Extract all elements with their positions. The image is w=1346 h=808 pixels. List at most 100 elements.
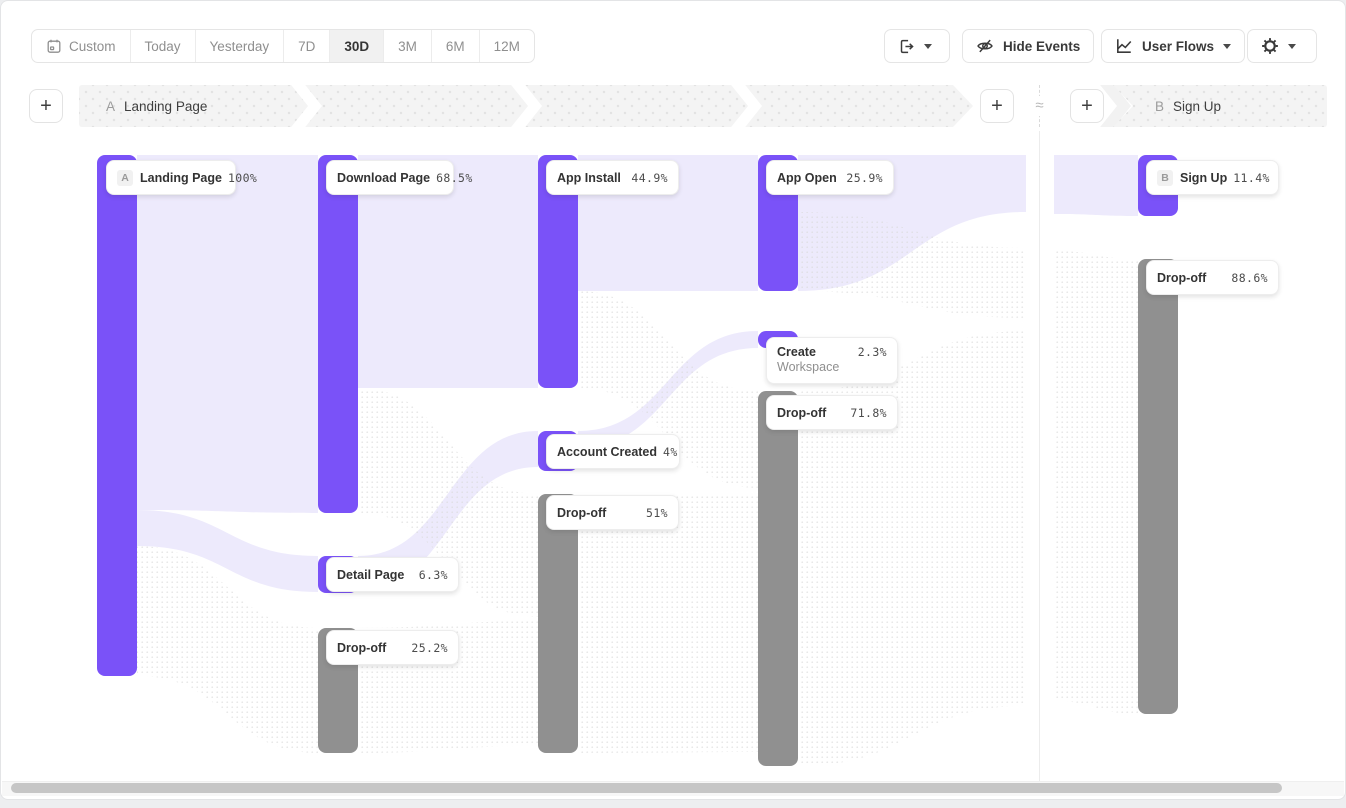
event-name: Drop-off — [777, 405, 827, 420]
view-selector-button[interactable]: User Flows — [1101, 29, 1246, 63]
flow-label-detail-page[interactable]: Detail Page 6.3% — [326, 557, 459, 592]
date-range-custom[interactable]: Custom — [32, 30, 130, 62]
event-value: 6.3% — [418, 567, 448, 582]
approx-symbol: ≈ — [1029, 96, 1050, 116]
date-range-label: 7D — [298, 38, 316, 54]
flow-label-dropoff-step4[interactable]: Drop-off 71.8% — [766, 395, 898, 430]
sankey-flow-section-edge-to-dropoff-signup — [1054, 251, 1138, 714]
date-range-label: Yesterday — [209, 38, 270, 54]
sankey-node-dropoff-signup[interactable] — [1138, 259, 1178, 714]
view-selector-label: User Flows — [1142, 38, 1215, 54]
event-value: 100% — [227, 170, 258, 185]
flow-label-download-page[interactable]: Download Page 68.5% — [326, 160, 472, 195]
sankey-flow-dropoff-step4-to-section-edge — [798, 331, 1026, 766]
event-name: B Sign Up — [1157, 169, 1227, 186]
flow-label-dropoff-signup[interactable]: Drop-off 88.6% — [1146, 260, 1279, 295]
section-a-badge: A — [106, 98, 116, 114]
flow-label-dropoff-step3[interactable]: Drop-off 51% — [546, 495, 679, 530]
section-b-band[interactable]: B Sign Up — [1113, 85, 1327, 127]
sankey-flow-app-install-to-dropoff-step4 — [578, 291, 758, 488]
flow-label-app-install[interactable]: App Install 44.9% — [546, 160, 679, 195]
event-value: 71.8% — [850, 405, 887, 420]
sankey-node-app-install[interactable] — [538, 155, 578, 388]
event-name: App Install — [557, 170, 621, 185]
sankey-flow-download-page-to-app-install — [358, 155, 538, 388]
event-value: 4% — [663, 444, 678, 459]
date-range-label: 30D — [344, 38, 370, 54]
event-name: Account Created — [557, 444, 658, 459]
chevron-down-icon — [1288, 43, 1296, 53]
event-name: Drop-off — [337, 640, 387, 655]
flow-label-landing-page[interactable]: A Landing Page 100% — [106, 160, 257, 195]
export-icon — [898, 38, 915, 55]
date-range-12m[interactable]: 12M — [478, 30, 534, 62]
date-range-label: 6M — [445, 38, 465, 54]
eye-off-icon — [976, 37, 994, 55]
section-b-badge: B — [1155, 98, 1165, 114]
date-range-today[interactable]: Today — [129, 30, 195, 62]
event-value: 44.9% — [631, 170, 668, 185]
toolbar: Custom Today Yesterday 7D 30D 3M 6M 12M Hide Ev… — [1, 1, 1345, 71]
date-range-6m[interactable]: 6M — [430, 30, 479, 62]
section-a-label: Landing Page — [124, 98, 208, 114]
date-range-3m[interactable]: 3M — [383, 30, 431, 62]
flow-label-create-workspace[interactable]: Create 2.3% Workspace — [766, 337, 898, 384]
date-range-label: Today — [144, 38, 181, 54]
event-value: 11.4% — [1233, 170, 1270, 185]
event-value: 2.3% — [857, 345, 887, 359]
sankey-flow-landing-page-to-detail-page — [137, 510, 318, 592]
date-range-label: Custom — [69, 38, 116, 54]
sankey-flow-landing-page-to-dropoff-step2 — [137, 546, 318, 753]
flow-label-account-created[interactable]: Account Created 4% — [546, 434, 680, 469]
event-value: 88.6% — [1231, 270, 1268, 285]
sankey-node-download-page[interactable] — [318, 155, 358, 513]
date-range-30d[interactable]: 30D — [329, 30, 384, 62]
flow-label-app-open[interactable]: App Open 25.9% — [766, 160, 894, 195]
event-value: 68.5% — [436, 170, 473, 185]
calendar-icon — [46, 38, 62, 54]
sankey-node-landing-page[interactable] — [97, 155, 137, 676]
hide-events-label: Hide Events — [1003, 38, 1081, 54]
settings-button[interactable] — [1247, 29, 1317, 63]
chevron-down-icon — [1223, 43, 1232, 53]
event-name: Drop-off — [557, 505, 607, 520]
event-name: Drop-off — [1157, 270, 1207, 285]
sankey-node-dropoff-step3[interactable] — [538, 494, 578, 753]
sankey-flow-dropoff-step3-to-dropoff-step4 — [578, 493, 758, 753]
sankey-flow-landing-page-to-download-page — [137, 155, 318, 513]
event-name: Download Page — [337, 170, 431, 185]
flows-chart-icon — [1115, 37, 1133, 55]
date-range-label: 12M — [493, 38, 520, 54]
chevron-down-icon — [924, 43, 932, 53]
sankey-node-dropoff-step4[interactable] — [758, 391, 798, 766]
add-step-button-mid[interactable]: + — [980, 89, 1014, 123]
date-range-label: 3M — [398, 38, 417, 54]
event-name-line2: Workspace — [777, 360, 840, 374]
horizontal-scrollbar-thumb[interactable] — [11, 783, 1282, 793]
date-range-yesterday[interactable]: Yesterday — [194, 30, 284, 62]
event-value: 51% — [646, 505, 668, 520]
event-value: 25.9% — [846, 170, 883, 185]
hide-events-button[interactable]: Hide Events — [962, 29, 1095, 63]
event-value: 25.2% — [411, 640, 448, 655]
event-name: A Landing Page — [117, 169, 222, 186]
event-name: Create — [777, 345, 816, 359]
event-badge: A — [117, 169, 133, 186]
sankey-flow-app-open-to-section-edge-dropoff — [798, 212, 1026, 318]
flow-label-dropoff-step2[interactable]: Drop-off 25.2% — [326, 630, 459, 665]
gear-icon — [1261, 37, 1279, 55]
horizontal-scrollbar-track[interactable] — [2, 781, 1344, 796]
sankey-flow-download-page-to-dropoff-step3 — [358, 388, 538, 617]
sankey-chart — [97, 131, 1178, 783]
add-step-button-left[interactable]: + — [29, 89, 63, 123]
date-range-7d[interactable]: 7D — [283, 30, 329, 62]
add-step-button-b[interactable]: + — [1070, 89, 1104, 123]
event-badge: B — [1157, 169, 1173, 186]
event-name: Detail Page — [337, 567, 405, 582]
section-b-label: Sign Up — [1173, 98, 1222, 114]
sankey-flow-section-edge-to-sign-up — [1054, 155, 1138, 216]
export-button[interactable] — [884, 29, 950, 63]
date-range-selector: Custom Today Yesterday 7D 30D 3M 6M 12M — [31, 29, 535, 63]
flow-label-sign-up[interactable]: B Sign Up 11.4% — [1146, 160, 1279, 195]
